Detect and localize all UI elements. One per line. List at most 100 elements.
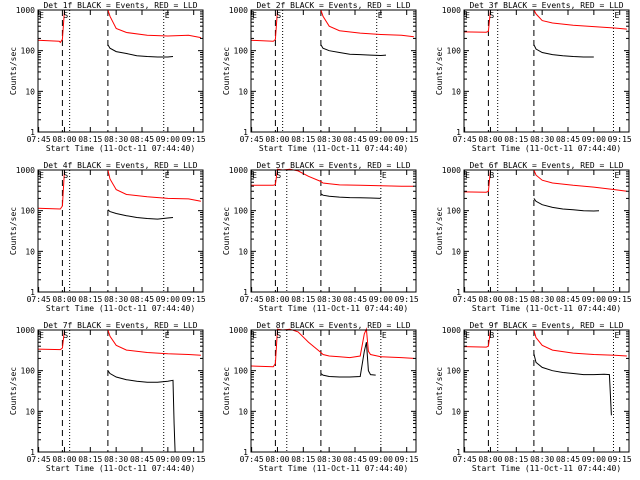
- series-line-red: [464, 329, 627, 357]
- y-axis-label: Counts/sec: [222, 207, 231, 255]
- flag-label: E: [465, 11, 470, 20]
- x-tick-label: 07:45: [27, 295, 51, 304]
- x-tick-label: 08:00: [478, 135, 502, 144]
- x-tick-label: 08:45: [556, 135, 580, 144]
- x-tick-label: 09:15: [395, 295, 419, 304]
- x-axis-label: Start Time (11-Oct-11 07:44:40): [46, 144, 195, 153]
- x-tick-label: 08:45: [343, 295, 367, 304]
- y-tick-label: 10: [25, 407, 35, 416]
- plot-frame: [463, 9, 630, 133]
- plot-frame: [463, 329, 630, 453]
- y-tick-label: 100: [234, 47, 249, 56]
- flag-label: S: [489, 11, 494, 20]
- y-tick-label: 1: [243, 448, 248, 457]
- y-tick-label: 1: [456, 448, 461, 457]
- y-tick-label: 10: [238, 87, 248, 96]
- flag-label: E: [614, 171, 619, 180]
- x-axis-label: Start Time (11-Oct-11 07:44:40): [46, 304, 195, 313]
- y-tick-label: 10: [451, 407, 461, 416]
- series-line-red: [251, 9, 414, 42]
- y-tick-label: 100: [447, 367, 462, 376]
- y-tick-label: 1000: [16, 326, 35, 335]
- plot-frame: [463, 169, 630, 293]
- x-tick-label: 08:15: [78, 455, 102, 464]
- flag-label: E: [252, 171, 257, 180]
- series-line-red: [251, 168, 414, 187]
- y-tick-label: 10: [451, 87, 461, 96]
- flag-label: B: [489, 171, 494, 180]
- flag-label: S: [276, 171, 281, 180]
- x-tick-label: 09:15: [182, 135, 206, 144]
- y-tick-label: 100: [21, 367, 36, 376]
- y-tick-label: 100: [234, 207, 249, 216]
- y-tick-label: 1000: [442, 326, 461, 335]
- flag-label: E: [378, 11, 383, 20]
- chart-title: Det 1f BLACK = Events, RED = LLD: [43, 1, 197, 10]
- y-tick-label: 1000: [229, 326, 248, 335]
- x-tick-label: 09:15: [182, 455, 206, 464]
- x-tick-label: 08:45: [343, 455, 367, 464]
- series-line-black: [107, 44, 174, 58]
- x-tick-label: 09:15: [608, 295, 632, 304]
- x-tick-label: 08:30: [317, 455, 341, 464]
- x-tick-label: 07:45: [453, 295, 477, 304]
- x-tick-label: 07:45: [27, 135, 51, 144]
- flag-label: E: [39, 11, 44, 20]
- x-tick-label: 08:15: [78, 295, 102, 304]
- chart-title: Det 3f BLACK = Events, RED = LLD: [469, 1, 623, 10]
- y-axis-label: Counts/sec: [222, 367, 231, 415]
- x-tick-label: 08:30: [104, 295, 128, 304]
- x-tick-label: 08:30: [317, 295, 341, 304]
- plot-frame: [37, 169, 204, 293]
- x-tick-label: 08:00: [478, 295, 502, 304]
- flag-label: E: [465, 331, 470, 340]
- x-tick-label: 07:45: [240, 455, 264, 464]
- y-tick-label: 1: [456, 288, 461, 297]
- x-tick-label: 08:00: [265, 455, 289, 464]
- x-tick-label: 08:45: [130, 455, 154, 464]
- chart-title: Det 9f BLACK = Events, RED = LLD: [469, 321, 623, 330]
- x-tick-label: 07:45: [453, 455, 477, 464]
- x-tick-label: 09:00: [156, 295, 180, 304]
- y-axis-label: Counts/sec: [9, 47, 18, 95]
- y-axis-label: Counts/sec: [222, 47, 231, 95]
- series-line-black: [320, 342, 376, 378]
- flag-label: E: [465, 171, 470, 180]
- plot-frame: [250, 329, 417, 453]
- y-tick-label: 1000: [16, 6, 35, 15]
- plot-frame: [250, 9, 417, 133]
- plot-frame: [37, 329, 204, 453]
- series-line-black: [533, 353, 612, 416]
- x-tick-label: 08:45: [130, 295, 154, 304]
- x-tick-label: 09:15: [395, 455, 419, 464]
- flag-label: E: [39, 171, 44, 180]
- y-tick-label: 10: [238, 247, 248, 256]
- x-tick-label: 08:30: [104, 135, 128, 144]
- x-tick-label: 09:00: [582, 135, 606, 144]
- flag-label: E: [382, 171, 387, 180]
- y-axis-label: Counts/sec: [435, 47, 444, 95]
- flag-label: E: [165, 11, 170, 20]
- y-tick-label: 1: [30, 128, 35, 137]
- chart-title: Det 2f BLACK = Events, RED = LLD: [256, 1, 410, 10]
- x-tick-label: 08:30: [530, 295, 554, 304]
- x-tick-label: 08:15: [291, 295, 315, 304]
- flag-label: E: [382, 331, 387, 340]
- x-tick-label: 09:00: [156, 455, 180, 464]
- x-tick-label: 08:45: [343, 135, 367, 144]
- x-tick-label: 08:45: [556, 455, 580, 464]
- x-axis-label: Start Time (11-Oct-11 07:44:40): [472, 464, 621, 473]
- y-tick-label: 1: [30, 288, 35, 297]
- x-tick-label: 08:30: [104, 455, 128, 464]
- x-axis-label: Start Time (11-Oct-11 07:44:40): [472, 304, 621, 313]
- chart-title: Det 4f BLACK = Events, RED = LLD: [43, 161, 197, 170]
- flag-label: S: [63, 171, 68, 180]
